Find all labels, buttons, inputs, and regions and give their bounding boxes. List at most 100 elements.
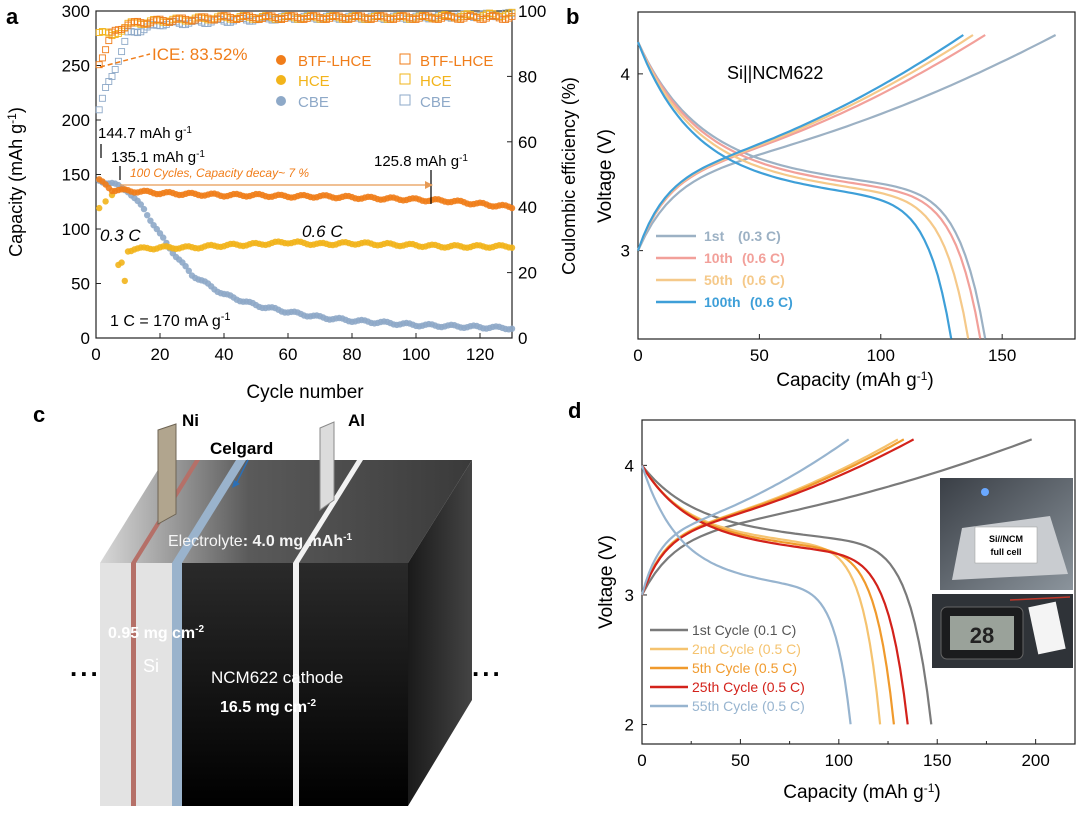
y-tick-label-a: 200 xyxy=(62,111,90,130)
x-tick-label-d: 150 xyxy=(923,751,951,770)
legend-label-b: 100th xyxy=(704,294,741,310)
legend-label-d: 2nd Cycle (0.5 C) xyxy=(692,641,801,657)
data-marks-a xyxy=(95,8,516,333)
annotations-a: ICE: 83.52% 144.7 mAh g-1 135.1 mAh g-1 … xyxy=(98,45,468,330)
legend-label-b: 1st xyxy=(704,228,725,244)
cbe-ce-point xyxy=(118,48,126,56)
thermo-cell-tag xyxy=(1028,601,1066,655)
y-tick-label-b: 3 xyxy=(621,242,630,261)
panel-label-d: d xyxy=(568,398,581,423)
legend-label-hce-ce: HCE xyxy=(420,73,452,90)
panel-c: c Ni Al Celgard Electrolyte: 4.0 mg mAh-… xyxy=(33,402,503,806)
x-tick-label-b: 150 xyxy=(988,346,1016,365)
panel-a: a 0 50 100 150 200 250 300 0 20 40 60 80 100 0 20 40 6… xyxy=(5,2,579,403)
y-axis-title-a: Capacity (mAh g-1) xyxy=(5,107,26,257)
panel-label-c: c xyxy=(33,402,45,427)
cbe-ce-point xyxy=(95,106,103,114)
cap1-annotation: 144.7 mAh g-1 xyxy=(98,125,192,142)
cap3-annotation: 125.8 mAh g-1 xyxy=(374,153,468,170)
anode-layer xyxy=(100,563,180,806)
y-tick-label-a: 50 xyxy=(71,275,90,294)
panel-label-b: b xyxy=(566,4,579,29)
celgard-pointer-head xyxy=(232,480,240,488)
cbe-capacity-point xyxy=(160,234,167,241)
photo-cell-tag-line2: full cell xyxy=(990,547,1021,557)
decay-arrowhead xyxy=(425,181,433,189)
discharge-curve-d xyxy=(641,464,933,725)
cbe-ce-point xyxy=(108,73,116,80)
x-tick-label-a: 100 xyxy=(402,345,430,364)
y2-tick-label-a: 100 xyxy=(518,2,546,21)
legend-label-b: 10th xyxy=(704,250,733,266)
discharge-curve-d xyxy=(640,465,852,725)
y2-tick-label-a: 20 xyxy=(518,264,537,283)
y-tick-label-b: 4 xyxy=(621,65,630,84)
charge-curve-d xyxy=(641,438,1033,596)
y-axis-title-d: Voltage (V) xyxy=(596,535,617,629)
hce-capacity-point xyxy=(508,244,516,251)
y2-tick-label-a: 80 xyxy=(518,67,537,86)
cbe-ce-point xyxy=(111,66,119,73)
x-tick-label-d: 0 xyxy=(637,751,646,770)
charge-curve-d xyxy=(640,438,915,596)
separator-top xyxy=(172,460,246,563)
y-axis-title-a-text: Capacity (mAh g xyxy=(6,124,26,257)
cbe-capacity-point xyxy=(137,201,144,208)
x-tick-label-a: 60 xyxy=(279,345,298,364)
legend-marker-btf xyxy=(276,55,286,65)
thermometer-reading: 28 xyxy=(970,623,994,648)
hce-capacity-point xyxy=(102,198,109,205)
btf-ce-point xyxy=(102,46,110,54)
y2-tick-label-a: 60 xyxy=(518,133,537,152)
x-tick-label-a: 120 xyxy=(466,345,494,364)
ellipsis-right: ... xyxy=(472,652,503,682)
y-tick-label-d: 4 xyxy=(625,456,634,475)
charge-curve-d xyxy=(640,438,905,596)
cbe-ce-point xyxy=(114,57,122,65)
photo-cell-tag-line1: Si//NCM xyxy=(989,534,1023,544)
legend-label-btf: BTF-LHCE xyxy=(298,53,371,70)
svg-text:Capacity (mAh g-1): Capacity (mAh g-1) xyxy=(5,107,26,257)
btf-ce-point xyxy=(98,54,106,62)
data-marks-d xyxy=(640,438,1033,725)
x-tick-label-a: 40 xyxy=(215,345,234,364)
x-axis-title-a: Cycle number xyxy=(246,382,364,403)
charge-curve-d xyxy=(640,438,850,596)
cell-side-face xyxy=(408,460,472,806)
x-tick-label-d: 200 xyxy=(1021,751,1049,770)
y-tick-label-d: 3 xyxy=(625,586,634,605)
data-marks-b xyxy=(636,34,1057,339)
cap2-annotation: 135.1 mAh g-1 xyxy=(111,149,205,166)
cbe-capacity-point xyxy=(147,217,154,224)
y2-tick-label-a: 0 xyxy=(518,329,527,348)
legend-label-d: 55th Cycle (0.5 C) xyxy=(692,698,805,714)
discharge-curve-d xyxy=(641,464,909,725)
x-axis-title-d: Capacity (mAh g-1) xyxy=(783,781,940,803)
ni-tab xyxy=(157,423,177,525)
y-tick-label-a: 250 xyxy=(62,57,90,76)
chart-title-b: Si||NCM622 xyxy=(727,63,823,83)
y2-axis-title-a: Coulombic efficiency (%) xyxy=(559,77,579,275)
discharge-curve-10th xyxy=(636,41,982,339)
separator-front xyxy=(172,563,182,806)
photo-cell-tag xyxy=(974,526,1038,564)
cbe-ce-point xyxy=(102,84,110,91)
panel-d: d 0 50 100 150 200 2 3 4 Capacity (mAh g-1) Vol… xyxy=(568,398,1076,803)
btf-ce-point xyxy=(105,37,113,45)
cbe-capacity-point xyxy=(185,267,192,274)
x-tick-label-b: 50 xyxy=(750,346,769,365)
panel-b: b 0 50 100 150 3 4 Si||NCM622 Capacity (mAh g… xyxy=(566,4,1076,391)
x-tick-label-a: 80 xyxy=(343,345,362,364)
legend-marker-hce xyxy=(276,75,286,85)
thermo-wire xyxy=(1009,596,1071,601)
ice-arrow xyxy=(99,53,151,68)
al-tab xyxy=(319,421,335,511)
svg-text:Coulombic efficiency (%): Coulombic efficiency (%) xyxy=(559,77,579,275)
legend-marker-cbe xyxy=(276,96,286,106)
legend-b: 1st (0.3 C)10th (0.6 C)50th (0.6 C)100th (0.… xyxy=(656,228,793,310)
cbe-capacity-point xyxy=(140,205,148,213)
legend-label-d: 25th Cycle (0.5 C) xyxy=(692,679,805,695)
cbe-ce-point xyxy=(121,37,129,45)
btf-ce-point xyxy=(95,61,103,69)
